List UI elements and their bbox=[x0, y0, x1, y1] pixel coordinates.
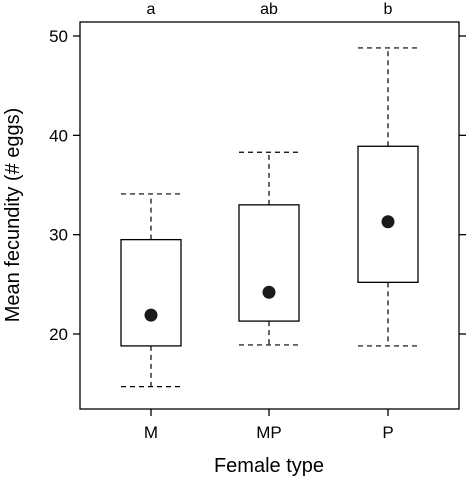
median-point bbox=[381, 215, 395, 229]
iqr-box bbox=[238, 204, 300, 322]
iqr-box bbox=[120, 238, 182, 347]
significance-letter: a bbox=[147, 1, 156, 18]
significance-letters: a ab b bbox=[147, 1, 393, 18]
x-tick-label: M bbox=[144, 423, 158, 442]
x-tick-label: P bbox=[382, 423, 393, 442]
x-axis-title: Female type bbox=[214, 455, 324, 477]
boxes-layer bbox=[120, 47, 419, 388]
y-tick-label: 50 bbox=[49, 27, 68, 46]
x-axis: M MP P bbox=[144, 409, 394, 442]
iqr-box bbox=[357, 145, 419, 283]
y-tick-label: 20 bbox=[49, 325, 68, 344]
median-point bbox=[144, 308, 158, 322]
y-tick-label: 40 bbox=[49, 126, 68, 145]
median-point bbox=[262, 285, 276, 299]
significance-letter: b bbox=[384, 1, 393, 18]
y-axis: 20 30 40 50 bbox=[49, 27, 466, 344]
y-axis-title: Mean fecundity (# eggs) bbox=[2, 108, 24, 323]
x-tick-label: MP bbox=[256, 423, 282, 442]
y-tick-label: 30 bbox=[49, 226, 68, 245]
significance-letter: ab bbox=[260, 1, 278, 18]
